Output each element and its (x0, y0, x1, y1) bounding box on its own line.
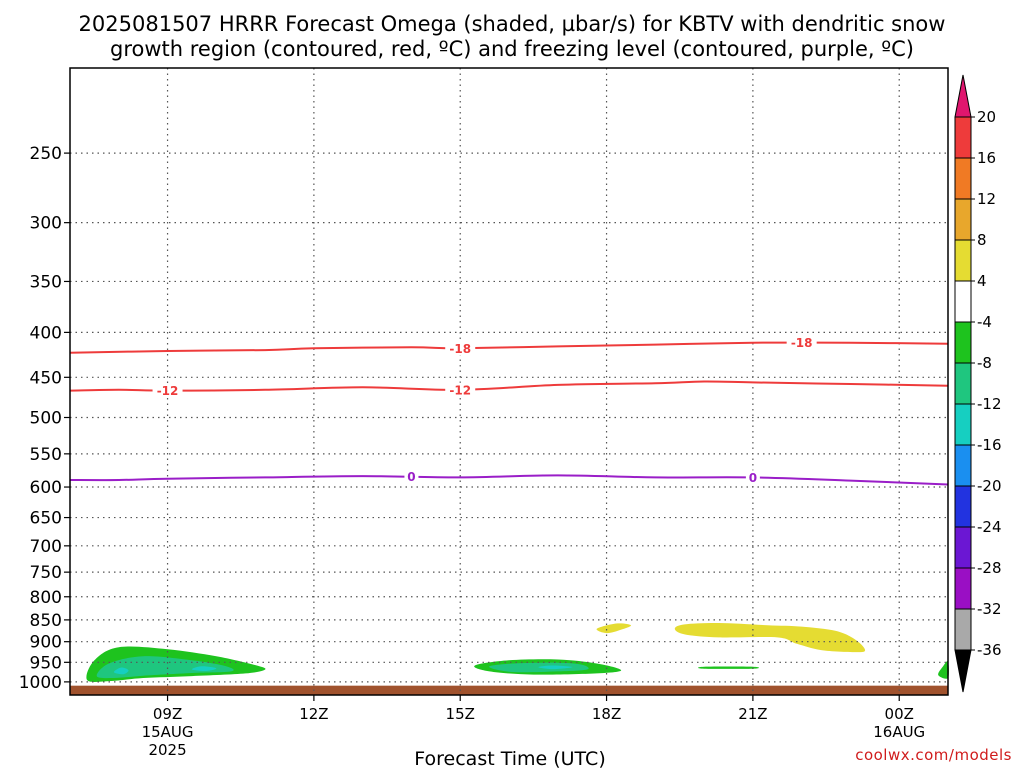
contour-label-bg-2-2 (445, 382, 476, 397)
colorbar-label-5: 4 (977, 272, 987, 290)
colorbar-label-9: -16 (977, 436, 1002, 454)
y-tick-label-850: 850 (30, 611, 62, 631)
colorbar-segment-9 (954, 444, 972, 487)
colorbar-label-11: -24 (977, 518, 1002, 536)
x-axis-label: Forecast Time (UTC) (414, 748, 605, 768)
grid-lines (70, 68, 948, 695)
contour-label-bg-3-2 (745, 470, 760, 485)
omega-region-8 (698, 666, 759, 669)
y-tick-label-250: 250 (30, 144, 62, 164)
colorbar-label-4: 8 (977, 231, 987, 249)
contour-label-bg-1-1 (445, 341, 476, 356)
colorbar-segment-5 (954, 280, 972, 323)
omega-region-2 (96, 656, 234, 679)
colorbar-segment-1 (954, 116, 972, 159)
x-tick-year-09Z: 2025 (148, 741, 186, 759)
x-tick-label-09Z: 09Z (153, 705, 182, 723)
colorbar-label-1: 20 (977, 108, 996, 126)
y-axis-ticks: 2503003504004505005506006507007508008509… (19, 144, 70, 693)
contour-label-3-2: 0 (749, 471, 757, 485)
y-tick-label-950: 950 (30, 653, 62, 673)
colorbar-segment-10 (954, 485, 972, 528)
colorbar-segment-11 (954, 526, 972, 569)
omega-shading (86, 622, 949, 682)
omega-region-6 (489, 662, 589, 673)
y-tick-label-750: 750 (30, 563, 62, 583)
colorbar-segment-6 (954, 321, 972, 364)
y-tick-label-450: 450 (30, 368, 62, 388)
omega-region-10 (596, 623, 631, 634)
colorbar-label-7: -8 (977, 354, 992, 372)
x-tick-label-00Z: 00Z (885, 705, 914, 723)
colorbar-bottom-arrow (954, 649, 972, 693)
temperature-contours: -18 -18 -12 -12 0 0 (69, 335, 949, 486)
omega-region-7 (538, 665, 573, 670)
contour-label-1-2: -18 (791, 336, 813, 350)
colorbar-label-3: 12 (977, 190, 996, 208)
colorbar: 20 16 12 8 4 -4 -8 -12 -16 -20 -24 -28 -32 -36 (954, 74, 1002, 693)
contour-label-1-1: -18 (449, 342, 471, 356)
colorbar-segment-13 (954, 608, 972, 651)
x-tick-date-00Z: 16AUG (873, 723, 925, 741)
contour-line-3 (69, 474, 949, 486)
contour-label-2-1: -12 (157, 384, 179, 398)
colorbar-segment-2 (954, 157, 972, 200)
x-tick-label-15Z: 15Z (446, 705, 475, 723)
y-tick-label-300: 300 (30, 214, 62, 234)
x-tick-date-09Z: 15AUG (142, 723, 194, 741)
y-tick-label-550: 550 (30, 445, 62, 465)
omega-region-3 (113, 667, 129, 675)
colorbar-label-8: -12 (977, 395, 1002, 413)
x-tick-label-21Z: 21Z (738, 705, 767, 723)
omega-region-11 (674, 622, 866, 653)
chart-title-line-2: growth region (contoured, red, ºC) and f… (110, 37, 914, 61)
plot-frame (69, 67, 949, 696)
y-tick-label-700: 700 (30, 537, 62, 557)
y-tick-label-1000: 1000 (19, 673, 62, 693)
colorbar-top-arrow (954, 74, 972, 118)
colorbar-label-12: -28 (977, 559, 1002, 577)
plot-background (70, 68, 948, 695)
omega-region-4 (191, 666, 217, 672)
x-tick-label-12Z: 12Z (299, 705, 328, 723)
colorbar-label-6: -4 (977, 313, 992, 331)
colorbar-segment-12 (954, 567, 972, 610)
contour-label-2-2: -12 (449, 383, 471, 397)
colorbar-segment-8 (954, 403, 972, 446)
colorbar-segment-3 (954, 198, 972, 241)
y-tick-label-400: 400 (30, 323, 62, 343)
contour-label-3-1: 0 (407, 470, 415, 484)
y-tick-label-500: 500 (30, 408, 62, 428)
chart-title-line-1: 2025081507 HRRR Forecast Omega (shaded, … (79, 12, 946, 36)
y-tick-label-350: 350 (30, 272, 62, 292)
y-tick-label-900: 900 (30, 633, 62, 653)
omega-region-9 (938, 661, 949, 679)
contour-label-bg-3-1 (404, 469, 419, 484)
colorbar-label-10: -20 (977, 477, 1002, 495)
plot-area: -18 -18 -12 -12 0 0 (69, 67, 949, 696)
colorbar-segment-7 (954, 362, 972, 405)
colorbar-label-13: -32 (977, 600, 1002, 618)
colorbar-label-2: 16 (977, 149, 996, 167)
contour-label-bg-2-1 (152, 383, 183, 398)
y-tick-label-600: 600 (30, 478, 62, 498)
y-tick-label-650: 650 (30, 509, 62, 529)
colorbar-segment-4 (954, 239, 972, 282)
contour-label-bg-1-2 (786, 335, 817, 350)
ground-fill (70, 685, 948, 695)
y-tick-label-800: 800 (30, 588, 62, 608)
colorbar-label-14: -36 (977, 641, 1002, 659)
credit-text: coolwx.com/models (855, 746, 1012, 764)
x-tick-label-18Z: 18Z (592, 705, 621, 723)
